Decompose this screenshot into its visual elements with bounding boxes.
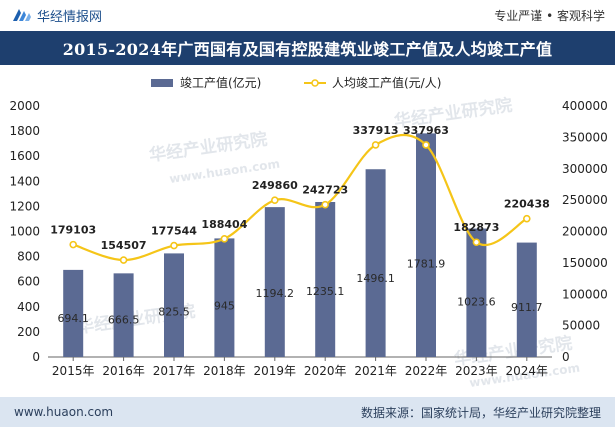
footer-website[interactable]: www.huaon.com xyxy=(14,405,114,419)
tagline: 专业严谨 • 客观科学 xyxy=(494,8,605,23)
y-right-tick-label: 0 xyxy=(562,350,570,364)
line-point xyxy=(472,238,481,247)
line-point xyxy=(170,241,178,250)
x-tick-label: 2022年 xyxy=(405,364,448,378)
bar-value-label: 666.5 xyxy=(108,314,140,327)
bar xyxy=(516,242,537,357)
line-point xyxy=(220,234,229,243)
bar xyxy=(63,269,84,357)
y-left-tick-label: 1000 xyxy=(9,225,40,239)
bar xyxy=(315,201,336,357)
y-left-tick-label: 1400 xyxy=(9,174,40,188)
line-value-label: 337913 xyxy=(353,124,399,137)
y-left-tick-label: 1800 xyxy=(9,124,40,138)
x-tick-label: 2016年 xyxy=(102,364,145,378)
line-value-label: 337963 xyxy=(403,124,449,137)
x-tick-label: 2019年 xyxy=(254,364,297,378)
y-right-tick-label: 150000 xyxy=(562,256,608,270)
line-value-label: 188404 xyxy=(201,218,247,231)
bar xyxy=(466,228,487,357)
bar-value-label: 1194.2 xyxy=(256,287,295,300)
line-value-label: 182873 xyxy=(453,221,499,234)
line-point xyxy=(522,214,531,223)
x-tick-label: 2020年 xyxy=(304,364,347,378)
x-tick-label: 2023年 xyxy=(455,364,498,378)
brand-logo-icon xyxy=(13,9,31,21)
bar-value-label: 945 xyxy=(214,300,235,313)
y-right-tick-label: 50000 xyxy=(562,319,600,333)
bar-value-label: 825.5 xyxy=(158,306,190,319)
x-tick-label: 2024年 xyxy=(506,364,549,378)
y-right-tick-label: 350000 xyxy=(562,130,608,144)
footer-bar: www.huaon.com 数据来源：国家统计局，华经产业研究院整理 xyxy=(0,397,615,427)
bar xyxy=(264,207,285,357)
chart-canvas: 华经产业研究院华经产业研究院华经产业研究院华经产业研究院www.huaon.co… xyxy=(9,75,607,390)
bar-value-label: 1781.9 xyxy=(407,258,446,271)
bar-value-label: 1496.1 xyxy=(356,272,395,285)
line-point xyxy=(371,141,380,149)
line-point xyxy=(119,256,128,264)
y-left-tick-label: 200 xyxy=(17,325,40,339)
y-left-tick-label: 1200 xyxy=(9,199,40,213)
line-point xyxy=(69,240,77,249)
bar-value-label: 1023.6 xyxy=(457,296,496,309)
legend-swatch-marker xyxy=(311,79,319,87)
line-value-label: 177544 xyxy=(151,225,197,238)
bar xyxy=(416,133,436,357)
line-value-label: 220438 xyxy=(504,198,550,211)
legend-swatch-bar xyxy=(151,79,173,87)
y-left-tick-label: 2000 xyxy=(9,99,40,113)
x-tick-label: 2018年 xyxy=(203,364,246,378)
labels-layer: 694.1 666.5 825.5 945 1194.2 1235.1 1496.1 1781… xyxy=(50,124,550,327)
bar-value-label: 911.7 xyxy=(511,301,543,314)
bar xyxy=(214,238,235,357)
y-right-tick-label: 200000 xyxy=(562,225,608,239)
axes-layer: 0 200 400 600 800 1000 1200 1400 1600 1800 2000 0 50… xyxy=(9,99,607,378)
legend-label-bar: 竣工产值(亿元) xyxy=(180,75,261,90)
line-value-label: 179103 xyxy=(50,224,96,237)
y-right-tick-label: 300000 xyxy=(562,162,608,176)
bar xyxy=(164,253,184,357)
brand[interactable]: 华经情报网 xyxy=(12,6,102,25)
bar xyxy=(113,273,134,357)
line-value-label: 242723 xyxy=(302,184,348,197)
y-right-tick-label: 100000 xyxy=(562,287,608,301)
y-right-tick-label: 250000 xyxy=(562,193,608,207)
x-tick-label: 2015年 xyxy=(52,364,95,378)
series-line xyxy=(72,134,528,262)
footer-source: 数据来源：国家统计局，华经产业研究院整理 xyxy=(360,405,601,420)
line-point xyxy=(270,196,279,205)
brand-name: 华经情报网 xyxy=(37,9,103,25)
bar-value-label: 694.1 xyxy=(57,312,89,325)
line-value-label: 154507 xyxy=(101,239,147,252)
bar xyxy=(365,169,386,357)
chart-title: 2015-2024年广西国有及国有控股建筑业竣工产值及人均竣工产值 xyxy=(0,31,615,65)
bar-value-label: 1235.1 xyxy=(306,285,345,298)
y-left-tick-label: 400 xyxy=(17,300,40,314)
line-point xyxy=(422,141,430,149)
line-layer xyxy=(69,134,531,264)
y-left-tick-label: 600 xyxy=(17,275,40,289)
legend: 竣工产值(亿元) 人均竣工产值(元/人) xyxy=(151,75,441,90)
y-left-tick-label: 0 xyxy=(32,350,40,364)
top-bar: 华经情报网 专业严谨 • 客观科学 xyxy=(0,0,615,30)
bars-layer xyxy=(63,133,537,357)
legend-label-line: 人均竣工产值(元/人) xyxy=(332,75,441,90)
x-tick-label: 2021年 xyxy=(354,364,397,378)
line-point xyxy=(321,200,330,209)
y-left-tick-label: 800 xyxy=(17,250,40,264)
line-value-label: 249860 xyxy=(252,179,298,192)
y-left-tick-label: 1600 xyxy=(9,149,40,163)
x-tick-label: 2017年 xyxy=(153,364,196,378)
y-right-tick-label: 400000 xyxy=(562,99,608,113)
